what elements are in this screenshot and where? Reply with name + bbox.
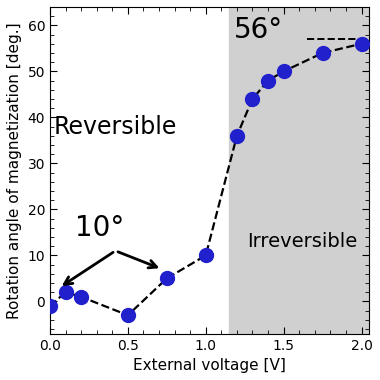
Point — [320, 50, 326, 56]
Point — [63, 289, 69, 295]
Text: 56°: 56° — [234, 16, 283, 44]
Point — [280, 68, 287, 74]
Point — [164, 276, 170, 282]
Point — [249, 96, 255, 102]
Point — [265, 78, 271, 84]
Bar — [229, 7, 369, 334]
X-axis label: External voltage [V]: External voltage [V] — [133, 358, 286, 373]
Y-axis label: Rotation angle of magnetization [deg.]: Rotation angle of magnetization [deg.] — [7, 22, 22, 318]
Point — [358, 41, 364, 47]
Point — [203, 252, 209, 258]
Text: 10°: 10° — [75, 214, 125, 242]
Point — [47, 303, 53, 309]
Text: Irreversible: Irreversible — [247, 232, 358, 251]
Point — [78, 294, 84, 300]
Point — [234, 133, 240, 139]
Text: Reversible: Reversible — [54, 115, 177, 139]
Point — [125, 312, 131, 318]
